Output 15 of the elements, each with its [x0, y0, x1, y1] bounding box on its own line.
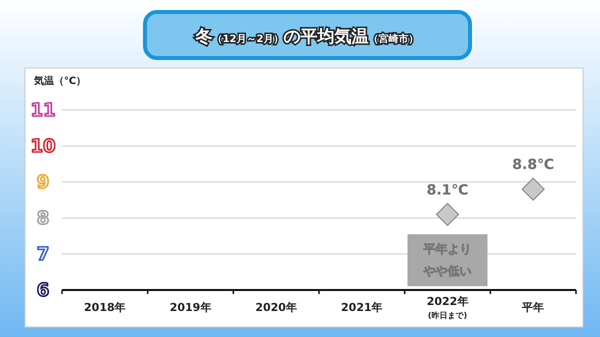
y-tick-label: 11 [30, 100, 56, 121]
y-axis-title: 気温（℃） [33, 75, 86, 87]
y-tick-label: 9 [36, 172, 50, 193]
x-tick-label: 2020年 [255, 301, 297, 314]
x-tick-label: 平年 [521, 301, 544, 314]
y-tick-label: 10 [30, 136, 56, 157]
data-label: 8.8℃ [512, 157, 554, 174]
chart-title: 冬（12月～2月）の平均気温（宮崎市） [194, 27, 418, 47]
x-tick-label: 2021年 [341, 301, 383, 314]
y-tick-label: 8 [36, 208, 50, 229]
data-label: 8.1℃ [426, 182, 468, 198]
y-tick-label: 7 [36, 244, 50, 265]
x-tick-label: 2018年 [84, 301, 126, 314]
x-tick-label: 2019年 [170, 301, 212, 314]
y-tick-label: 6 [36, 280, 50, 301]
